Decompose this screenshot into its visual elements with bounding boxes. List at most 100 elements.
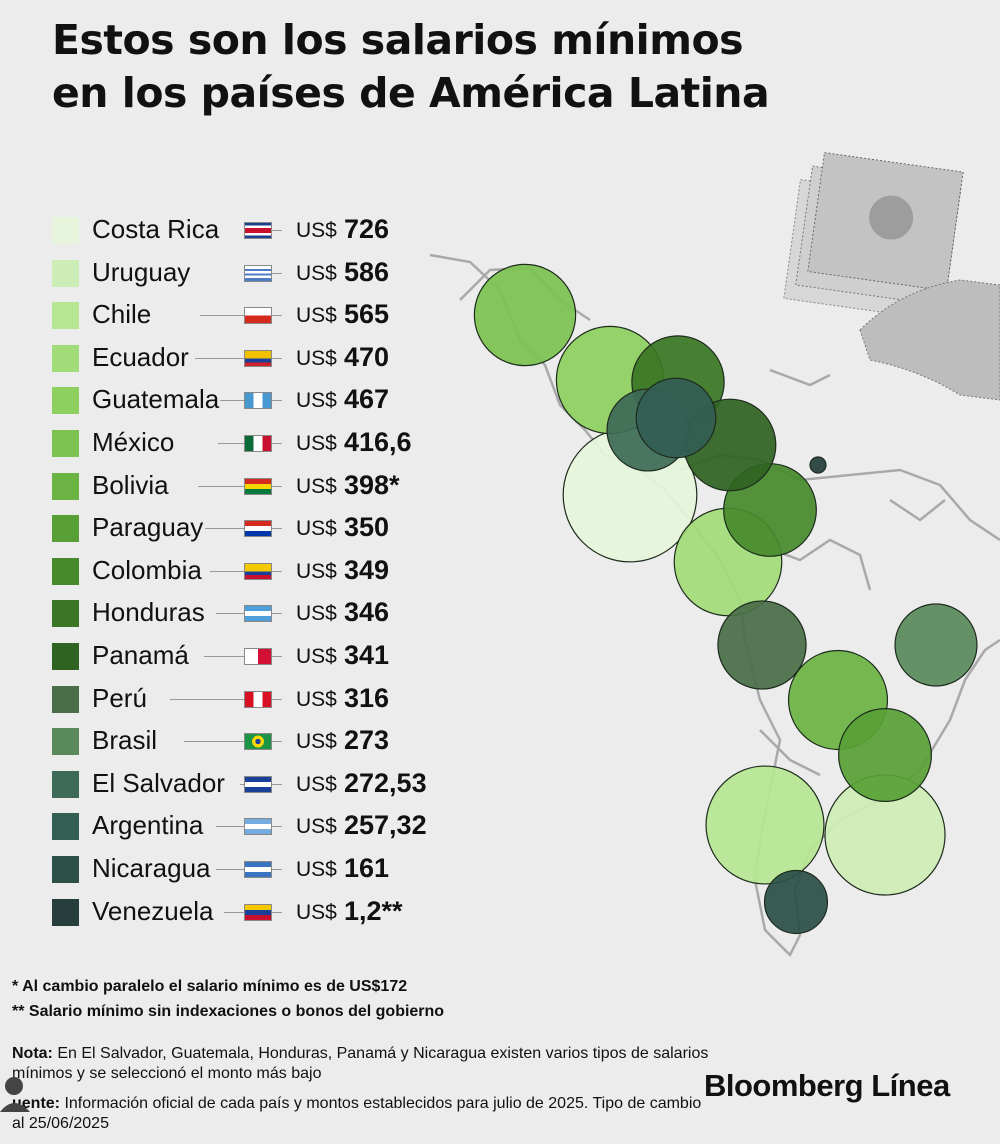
note-label: Nota: xyxy=(12,1045,53,1062)
nicaragua-flag-icon xyxy=(244,860,272,878)
footnote-no-indexation: ** Salario mínimo sin indexaciones o bon… xyxy=(12,1003,445,1020)
bubble-venezuela xyxy=(809,456,827,474)
country-name: Colombia xyxy=(92,554,202,585)
currency-label: US$ xyxy=(296,261,337,285)
salary-value: 416,6 xyxy=(344,426,412,457)
currency-label: US$ xyxy=(296,559,337,583)
legend-list: Costa Rica US$ 726 Uruguay US$ 586 Chile US$ 565… xyxy=(52,210,532,934)
color-swatch xyxy=(52,387,79,415)
legend-row: Costa Rica US$ 726 xyxy=(52,210,532,253)
title-line-2: en los países de América Latina xyxy=(52,69,770,117)
bubble-per- xyxy=(717,600,807,690)
country-name: Bolivia xyxy=(92,469,169,500)
ecuador-flag-icon xyxy=(244,349,272,367)
legend-row: El Salvador US$ 272,53 xyxy=(52,764,532,807)
currency-label: US$ xyxy=(296,815,337,839)
guatemala-flag-icon xyxy=(244,392,272,410)
salary-value: 161 xyxy=(344,852,390,883)
currency-label: US$ xyxy=(296,730,337,754)
legend-row: Ecuador US$ 470 xyxy=(52,338,532,381)
uruguay-flag-icon xyxy=(244,264,272,282)
currency-label: US$ xyxy=(296,602,337,626)
venezuela-flag-icon xyxy=(244,903,272,921)
currency-label: US$ xyxy=(296,517,337,541)
currency-label: US$ xyxy=(296,389,337,413)
legend-row: Guatemala US$ 467 xyxy=(52,380,532,423)
paraguay-flag-icon xyxy=(244,520,272,538)
bubble-chile xyxy=(705,765,825,885)
legend-row: Nicaragua US$ 161 xyxy=(52,849,532,892)
leader-line xyxy=(195,357,282,359)
panama-flag-icon xyxy=(244,647,272,665)
legend-row: Honduras US$ 346 xyxy=(52,593,532,636)
bubble-argentina xyxy=(635,377,717,459)
country-name: El Salvador xyxy=(92,767,225,798)
country-name: Nicaragua xyxy=(92,852,211,883)
salary-value: 257,32 xyxy=(344,810,427,841)
color-swatch xyxy=(52,770,79,798)
bubble-layer xyxy=(473,263,978,935)
salary-value: 272,53 xyxy=(344,767,427,798)
note-body: En El Salvador, Guatemala, Honduras, Pan… xyxy=(12,1045,709,1082)
color-swatch xyxy=(52,728,79,756)
legend-row: Argentina US$ 257,32 xyxy=(52,806,532,849)
color-swatch xyxy=(52,515,79,543)
note-text: Nota: En El Salvador, Guatemala, Hondura… xyxy=(12,1044,712,1084)
costa-rica-flag-icon xyxy=(244,222,272,239)
country-name: Paraguay xyxy=(92,512,204,543)
legend-row: Bolivia US$ 398* xyxy=(52,466,532,509)
source-text: uente: Información oficial de cada país … xyxy=(12,1094,712,1134)
color-swatch xyxy=(52,685,79,713)
country-name: Venezuela xyxy=(92,895,214,926)
color-swatch xyxy=(52,813,79,841)
title-line-1: Estos son los salarios mínimos xyxy=(52,16,744,64)
salary-value: 467 xyxy=(344,384,390,415)
legend-row: Brasil US$ 273 xyxy=(52,721,532,764)
salary-value: 586 xyxy=(344,256,390,287)
legend-row: Venezuela US$ 1,2** xyxy=(52,892,532,935)
leader-line xyxy=(200,315,282,317)
color-swatch xyxy=(52,898,79,926)
legend-row: México US$ 416,6 xyxy=(52,423,532,466)
currency-label: US$ xyxy=(296,687,337,711)
currency-label: US$ xyxy=(296,219,337,242)
salary-value: 470 xyxy=(344,341,390,372)
currency-label: US$ xyxy=(296,474,337,498)
leader-line xyxy=(204,655,282,657)
salary-value: 726 xyxy=(344,214,390,244)
country-name: Uruguay xyxy=(92,256,191,287)
brand-logo: Bloomberg Línea xyxy=(704,1068,950,1103)
leader-line xyxy=(184,741,282,743)
avatar-icon[interactable] xyxy=(0,1072,34,1116)
bubble-paraguay xyxy=(838,708,932,802)
leader-line xyxy=(205,528,282,530)
country-name: México xyxy=(92,426,175,457)
legend-row: Uruguay US$ 586 xyxy=(52,253,532,296)
color-swatch xyxy=(52,302,79,330)
salary-value: 341 xyxy=(344,639,390,670)
salary-value: 350 xyxy=(344,512,390,543)
salary-value: 1,2** xyxy=(344,895,403,926)
source-body: Información oficial de cada país y monto… xyxy=(12,1095,702,1132)
country-name: Panamá xyxy=(92,639,189,670)
page-title: Estos son los salarios mínimos en los pa… xyxy=(52,14,852,120)
color-swatch xyxy=(52,217,79,244)
legend-row: Panamá US$ 341 xyxy=(52,636,532,679)
currency-label: US$ xyxy=(296,772,337,796)
chile-flag-icon xyxy=(244,307,272,325)
salary-value: 398* xyxy=(344,469,400,500)
money-hand-illustration xyxy=(783,152,1000,401)
salary-value: 565 xyxy=(344,299,390,330)
country-name: Brasil xyxy=(92,725,158,756)
salary-value: 273 xyxy=(344,725,390,756)
footnote-parallel-rate: * Al cambio paralelo el salario mínimo e… xyxy=(12,978,408,995)
colombia-flag-icon xyxy=(244,562,272,580)
bubble-nicaragua xyxy=(763,869,829,935)
peru-flag-icon xyxy=(244,690,272,708)
color-swatch xyxy=(52,472,79,500)
brasil-flag-icon xyxy=(244,733,272,751)
legend-row: Colombia US$ 349 xyxy=(52,551,532,594)
country-name: Perú xyxy=(92,682,147,713)
color-swatch xyxy=(52,429,79,457)
